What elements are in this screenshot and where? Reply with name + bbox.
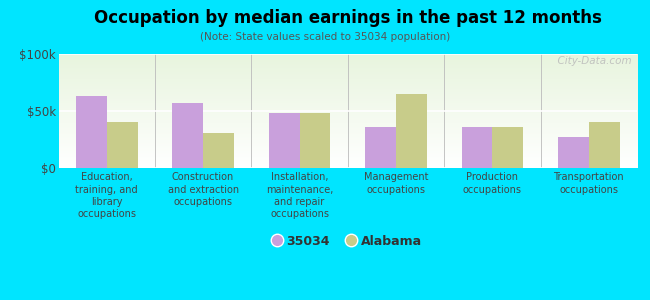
Bar	[76, 96, 107, 168]
Bar	[462, 127, 492, 168]
Title: Occupation by median earnings in the past 12 months: Occupation by median earnings in the pas…	[94, 9, 602, 27]
Bar	[203, 133, 234, 168]
Bar	[172, 103, 203, 168]
Bar	[493, 127, 523, 168]
Bar	[396, 94, 427, 168]
Legend: 35034, Alabama: 35034, Alabama	[268, 230, 427, 253]
Bar	[589, 122, 619, 168]
Bar	[365, 127, 396, 168]
Text: City-Data.com: City-Data.com	[551, 56, 631, 66]
Bar	[300, 113, 330, 168]
Text: (Note: State values scaled to 35034 population): (Note: State values scaled to 35034 popu…	[200, 32, 450, 41]
Bar	[268, 113, 300, 168]
Bar	[558, 137, 589, 168]
Bar	[107, 122, 138, 168]
